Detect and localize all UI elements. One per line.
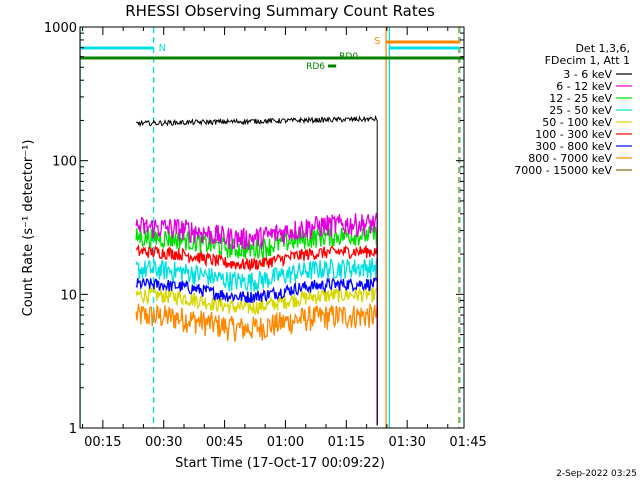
legend-entry-label: 300 - 800 keV	[535, 140, 612, 153]
y-tick-label: 1	[69, 422, 77, 437]
y-axis-label: Count Rate (s⁻¹ detector⁻¹)	[21, 140, 36, 317]
plot-frame	[79, 26, 465, 429]
saa-label: S	[374, 36, 380, 47]
x-tick-label: 01:45	[449, 435, 486, 450]
y-tick-label: 100	[52, 155, 77, 170]
rd6-label: RD6	[306, 62, 325, 72]
legend-entry-label: 12 - 25 keV	[549, 92, 612, 105]
series-line-50-100-keV	[135, 285, 378, 426]
axes: 1 10 100 1000 00:15 00:30 00:45 01:00 01:15 01:30…	[44, 21, 487, 450]
x-tick-label: 01:00	[267, 435, 304, 450]
legend-entry-label: 3 - 6 keV	[563, 68, 612, 81]
series-line-300-800-keV	[135, 277, 378, 426]
legend-header-line-2: FDecim 1, Att 1	[545, 54, 630, 67]
series-line-6-12-keV	[135, 212, 378, 426]
series-line-25-50-keV	[135, 258, 378, 426]
series-line-100-300-keV	[135, 243, 378, 426]
legend-header-line-1: Det 1,3,6,	[575, 42, 630, 55]
series-line-12-25-keV	[135, 224, 378, 426]
chart-title: RHESSI Observing Summary Count Rates	[125, 2, 435, 20]
x-tick-label: 00:45	[206, 435, 243, 450]
footer-date: 2-Sep-2022 03:25	[556, 469, 637, 479]
series-line-800-7000-keV	[135, 303, 378, 426]
legend-entry-label: 6 - 12 keV	[556, 80, 612, 93]
observing-markers: N S RD0 RD6	[79, 27, 464, 428]
legend-entry-label: 100 - 300 keV	[535, 128, 612, 141]
x-tick-label: 00:30	[145, 435, 182, 450]
night-label: N	[159, 43, 166, 54]
y-tick-label: 1000	[44, 21, 77, 36]
legend-entry-label: 50 - 100 keV	[542, 116, 612, 129]
x-axis-label: Start Time (17-Oct-17 00:09:22)	[175, 456, 385, 471]
legend-entry-label: 25 - 50 keV	[549, 104, 612, 117]
series-layer	[135, 114, 378, 426]
x-tick-label: 00:15	[84, 435, 121, 450]
x-tick-label: 01:15	[328, 435, 365, 450]
x-tick-label: 01:30	[388, 435, 425, 450]
rd0-label: RD0	[339, 52, 358, 62]
legend-entry-label: 800 - 7000 keV	[528, 152, 612, 165]
series-line-3-6-keV	[135, 114, 378, 426]
y-tick-label: 10	[60, 288, 77, 303]
legend-entry-label: 7000 - 15000 keV	[514, 164, 612, 177]
